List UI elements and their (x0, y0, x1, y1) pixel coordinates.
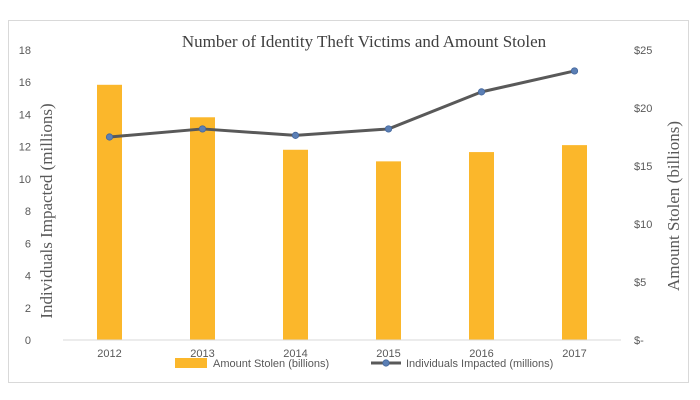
bar-amount-stolen-2016 (469, 152, 494, 340)
legend-swatch-individuals-marker (382, 359, 390, 367)
chart-frame: Number of Identity Theft Victims and Amo… (8, 20, 689, 383)
y-left-tick-label: 6 (25, 238, 31, 250)
y-left-tick-label: 8 (25, 206, 31, 218)
legend-label-individuals: Individuals Impacted (millions) (406, 358, 553, 370)
y-left-tick-label: 12 (19, 142, 31, 154)
x-tick-label: 2015 (376, 348, 400, 360)
point-individuals-impacted-2015 (384, 125, 393, 133)
point-individuals-impacted-2013 (198, 125, 207, 133)
x-tick-label: 2014 (283, 348, 307, 360)
y-right-tick-label: $- (634, 335, 644, 347)
y-left-tick-label: 14 (19, 109, 31, 121)
point-individuals-impacted-2016 (477, 88, 486, 96)
bar-amount-stolen-2015 (376, 161, 401, 340)
point-individuals-impacted-2012 (105, 133, 114, 141)
y-right-tick-label: $10 (634, 219, 652, 231)
point-individuals-impacted-2014 (291, 131, 300, 139)
bar-amount-stolen-2017 (562, 145, 587, 340)
line-layer (105, 67, 579, 141)
bar-amount-stolen-2013 (190, 117, 215, 340)
y-axis-left-ticks: 0 2 4 6 8 10 12 14 16 18 (19, 45, 31, 347)
y-axis-left-label: Individuals Impacted (millions) (37, 103, 56, 318)
point-individuals-impacted-2017 (570, 67, 579, 75)
y-left-tick-label: 2 (25, 303, 31, 315)
y-left-tick-label: 4 (25, 271, 31, 283)
bar-amount-stolen-2012 (97, 84, 122, 340)
bar-amount-stolen-2014 (283, 149, 308, 340)
x-tick-label: 2013 (190, 348, 214, 360)
chart-canvas: Number of Identity Theft Victims and Amo… (19, 32, 683, 370)
x-tick-label: 2016 (469, 348, 493, 360)
bars-layer (97, 84, 587, 340)
y-left-tick-label: 10 (19, 174, 31, 186)
x-axis-ticks: 2012 2013 2014 2015 2016 2017 (97, 348, 586, 360)
line-individuals-impacted (109, 69, 575, 139)
y-right-tick-label: $5 (634, 277, 646, 289)
legend-label-amount-stolen: Amount Stolen (billions) (213, 358, 329, 370)
y-right-tick-label: $20 (634, 103, 652, 115)
y-axis-right-ticks: $- $5 $10 $15 $20 $25 (634, 45, 652, 347)
x-tick-label: 2012 (97, 348, 121, 360)
y-left-tick-label: 18 (19, 45, 31, 57)
x-tick-label: 2017 (562, 348, 586, 360)
legend-swatch-amount-stolen (175, 358, 207, 368)
y-right-tick-label: $15 (634, 161, 652, 173)
y-left-tick-label: 0 (25, 335, 31, 347)
y-left-tick-label: 16 (19, 77, 31, 89)
legend: Amount Stolen (billions) Individuals Imp… (175, 358, 553, 370)
chart-title: Number of Identity Theft Victims and Amo… (182, 32, 547, 51)
y-right-tick-label: $25 (634, 45, 652, 57)
y-axis-right-label: Amount Stolen (billions) (664, 121, 683, 291)
